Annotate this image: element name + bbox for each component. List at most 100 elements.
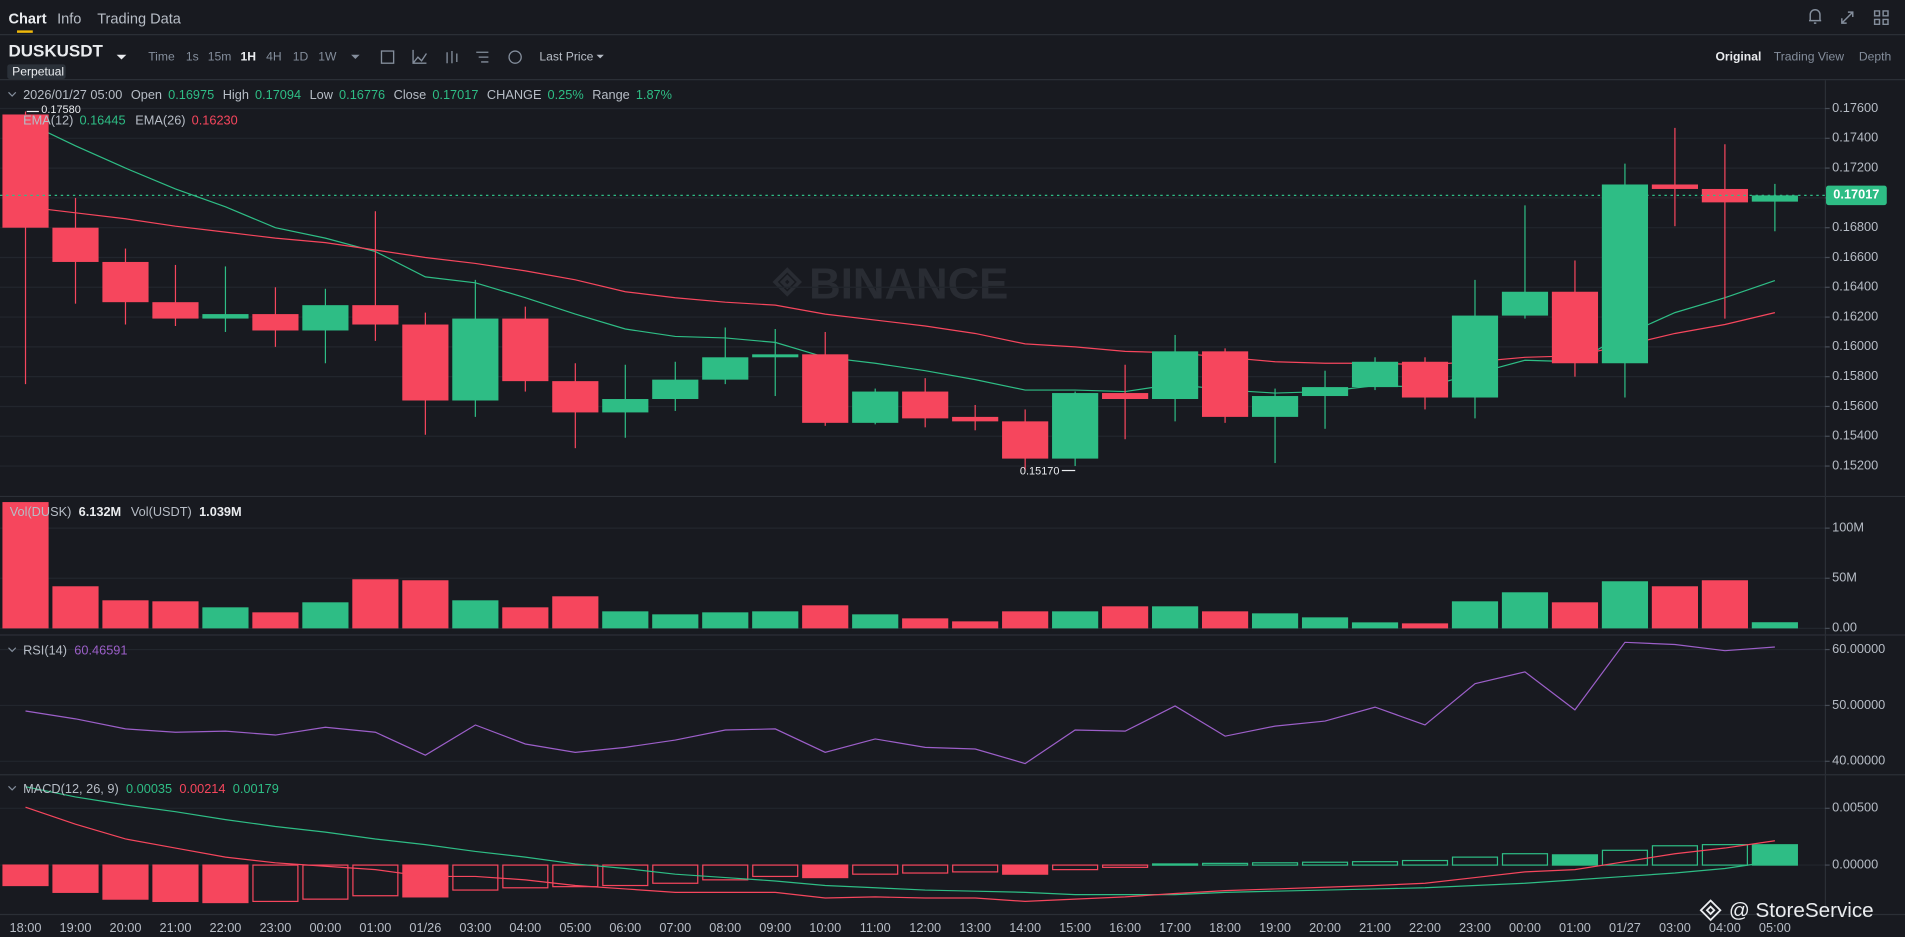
- watermark: BINANCE: [772, 259, 1008, 308]
- last-price-tag: [1826, 185, 1887, 206]
- volume-bar: [1251, 613, 1299, 629]
- collapse-toggle: [8, 91, 17, 97]
- macd-histogram-bar: [952, 864, 999, 873]
- price-type-dropdown[interactable]: [596, 54, 604, 59]
- legend-item: 60.46591: [74, 643, 127, 658]
- volume-bar: [602, 611, 649, 629]
- y-tick-label: 0.00500: [1832, 800, 1878, 815]
- interval[interactable]: 4H: [266, 49, 282, 63]
- interval[interactable]: 1W: [318, 49, 337, 63]
- macd-histogram-bar: [1301, 861, 1349, 866]
- candle-body: [1201, 351, 1249, 417]
- macd-histogram-bar: [1052, 864, 1099, 871]
- volume-bar: [502, 607, 549, 629]
- indicator-icon[interactable]: [412, 49, 427, 64]
- legend-item: 0.16975: [168, 87, 214, 102]
- y-tick-label: 0.17200: [1832, 159, 1878, 174]
- candle-body: [1451, 315, 1499, 398]
- view-tab[interactable]: Trading View: [1774, 49, 1844, 63]
- indicator-line: [25, 641, 1775, 765]
- candle-body: [1701, 188, 1748, 203]
- interval[interactable]: 1D: [293, 49, 309, 63]
- interval[interactable]: 1H: [241, 49, 257, 63]
- x-tick-label: 00:00: [1509, 920, 1541, 935]
- x-tick-label: 00:00: [309, 920, 341, 935]
- macd-histogram-bar: [352, 864, 399, 897]
- layout-icon[interactable]: [1873, 10, 1889, 26]
- candle-body: [1301, 387, 1349, 397]
- macd-histogram-bar: [402, 864, 449, 898]
- view-tab[interactable]: Original: [1715, 49, 1761, 63]
- high-marker-label: 0.17580: [41, 104, 80, 116]
- candle-body: [152, 302, 199, 319]
- candle-body: [752, 354, 799, 358]
- x-tick-label: 04:00: [1709, 920, 1741, 935]
- volume-bar: [1052, 611, 1099, 629]
- volume-bar: [1351, 622, 1399, 629]
- nav-tab[interactable]: Trading Data: [97, 11, 182, 27]
- volume-bar: [1301, 617, 1349, 629]
- price-type[interactable]: Last Price: [539, 49, 593, 63]
- nav-tab[interactable]: Info: [57, 11, 81, 27]
- legend-item: EMA(26): [135, 113, 185, 128]
- y-tick-label: 0.16600: [1832, 249, 1878, 264]
- macd-histogram-bar: [1102, 864, 1149, 868]
- x-tick-label: 01/26: [409, 920, 441, 935]
- candle-body: [452, 318, 499, 401]
- volume-bar: [2, 502, 49, 629]
- x-tick-label: 13:00: [959, 920, 991, 935]
- x-tick-label: 22:00: [1409, 920, 1441, 935]
- badge-bg: [7, 64, 66, 79]
- legend-item: CHANGE: [487, 87, 542, 102]
- legend-item: 0.16230: [192, 113, 238, 128]
- volume-bar: [852, 614, 899, 629]
- calendar-icon[interactable]: [380, 50, 395, 64]
- candle-body: [1501, 291, 1549, 316]
- nav-tab[interactable]: Chart: [9, 11, 47, 27]
- symbol-dropdown[interactable]: [116, 54, 127, 60]
- legend: EMA(12) 0.16445 EMA(26) 0.16230: [23, 113, 238, 128]
- volume-bar: [252, 612, 299, 629]
- volume-bar: [752, 611, 799, 629]
- symbol[interactable]: DUSKUSDT: [9, 42, 104, 61]
- volume-bar: [352, 579, 399, 629]
- legend-item: 0.00179: [233, 781, 279, 796]
- macd-histogram-bar: [1651, 845, 1699, 866]
- expand-icon[interactable]: [1841, 11, 1854, 24]
- volume-bar: [1152, 606, 1199, 629]
- macd-histogram-bar: [1152, 863, 1199, 866]
- volume-bar: [1601, 581, 1649, 629]
- y-tick-label: 0.17600: [1832, 100, 1878, 115]
- legend-item: 6.132M: [79, 504, 122, 519]
- x-tick-label: 20:00: [1309, 920, 1341, 935]
- x-tick-label: 23:00: [1459, 920, 1491, 935]
- candle-body: [802, 354, 849, 423]
- view-tab[interactable]: Depth: [1859, 49, 1891, 63]
- macd-histogram-bar: [702, 864, 749, 881]
- x-tick-label: 14:00: [1009, 920, 1041, 935]
- x-tick-label: 12:00: [909, 920, 941, 935]
- x-tick-label: 05:00: [1759, 920, 1791, 935]
- macd-line: [25, 806, 1775, 903]
- legend-item: Close: [394, 87, 427, 102]
- volume-bar: [452, 600, 499, 629]
- tool-icons: [380, 49, 522, 64]
- volume-bar: [1002, 611, 1049, 629]
- y-tick-label: 60.00000: [1832, 641, 1885, 656]
- candle-body: [252, 314, 299, 331]
- interval[interactable]: 15m: [208, 49, 232, 63]
- legend: RSI(14) 60.46591: [23, 643, 127, 658]
- settings-icon[interactable]: [476, 51, 489, 63]
- interval-dropdown[interactable]: [351, 54, 360, 59]
- interval-label: Time: [148, 49, 175, 63]
- credit: @ StoreService: [1729, 899, 1874, 922]
- config-icon[interactable]: [508, 50, 522, 64]
- candle-body: [952, 416, 999, 422]
- x-tick-label: 16:00: [1109, 920, 1141, 935]
- volume-bar: [802, 605, 849, 629]
- candle-type-icon[interactable]: [446, 51, 458, 64]
- interval[interactable]: 1s: [186, 49, 199, 63]
- bell-icon[interactable]: [1809, 9, 1822, 24]
- macd-histogram-bar: [1002, 864, 1049, 875]
